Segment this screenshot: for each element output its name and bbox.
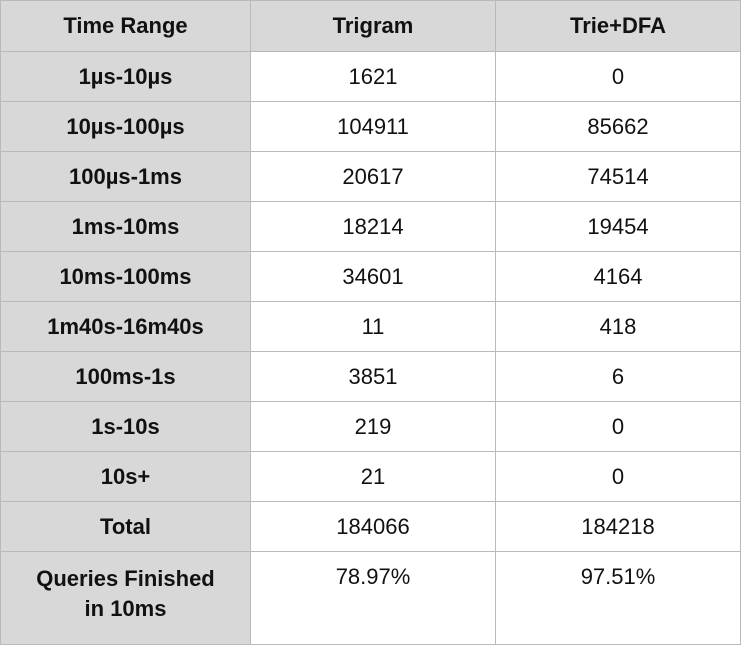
trigram-cell: 34601 — [250, 251, 496, 302]
table-row: 1m40s-16m40s 11 418 — [0, 301, 741, 352]
trie-dfa-cell: 6 — [495, 351, 741, 402]
row-label: 100ms-1s — [0, 351, 251, 402]
trie-dfa-cell: 184218 — [495, 501, 741, 552]
table-row: 10ms-100ms 34601 4164 — [0, 251, 741, 302]
trie-dfa-cell: 4164 — [495, 251, 741, 302]
row-label: 1µs-10µs — [0, 51, 251, 102]
trie-dfa-cell: 0 — [495, 51, 741, 102]
total-row: Total 184066 184218 — [0, 501, 741, 552]
header-trigram: Trigram — [250, 0, 496, 52]
queries-finished-row: Queries Finished in 10ms 78.97% 97.51% — [0, 551, 741, 645]
row-label: 1m40s-16m40s — [0, 301, 251, 352]
trigram-cell: 184066 — [250, 501, 496, 552]
header-trie-dfa: Trie+DFA — [495, 0, 741, 52]
row-label: 1s-10s — [0, 401, 251, 452]
trigram-cell: 20617 — [250, 151, 496, 202]
row-label: 1ms-10ms — [0, 201, 251, 252]
trie-dfa-cell: 85662 — [495, 101, 741, 152]
header-row: Time Range Trigram Trie+DFA — [0, 0, 741, 52]
trie-dfa-cell: 418 — [495, 301, 741, 352]
row-label: 10ms-100ms — [0, 251, 251, 302]
table-row: 100ms-1s 3851 6 — [0, 351, 741, 402]
trigram-cell: 1621 — [250, 51, 496, 102]
trigram-cell: 11 — [250, 301, 496, 352]
trigram-cell: 3851 — [250, 351, 496, 402]
header-time-range: Time Range — [0, 0, 251, 52]
row-label: Queries Finished in 10ms — [0, 551, 251, 645]
row-label: 10s+ — [0, 451, 251, 502]
table-row: 1µs-10µs 1621 0 — [0, 51, 741, 102]
trie-dfa-cell: 74514 — [495, 151, 741, 202]
row-label: 10µs-100µs — [0, 101, 251, 152]
trie-dfa-cell: 0 — [495, 451, 741, 502]
table-row: 1s-10s 219 0 — [0, 401, 741, 452]
row-label-line-1: Queries Finished — [36, 566, 215, 591]
table-row: 1ms-10ms 18214 19454 — [0, 201, 741, 252]
trigram-cell: 18214 — [250, 201, 496, 252]
trie-dfa-cell: 19454 — [495, 201, 741, 252]
row-label: 100µs-1ms — [0, 151, 251, 202]
trigram-cell: 104911 — [250, 101, 496, 152]
table-row: 10µs-100µs 104911 85662 — [0, 101, 741, 152]
table-row: 100µs-1ms 20617 74514 — [0, 151, 741, 202]
row-label: Total — [0, 501, 251, 552]
trigram-cell: 219 — [250, 401, 496, 452]
table-row: 10s+ 21 0 — [0, 451, 741, 502]
trigram-cell: 21 — [250, 451, 496, 502]
row-label-line-2: in 10ms — [84, 596, 167, 621]
trie-dfa-cell: 0 — [495, 401, 741, 452]
trie-dfa-cell: 97.51% — [495, 551, 741, 645]
trigram-cell: 78.97% — [250, 551, 496, 645]
